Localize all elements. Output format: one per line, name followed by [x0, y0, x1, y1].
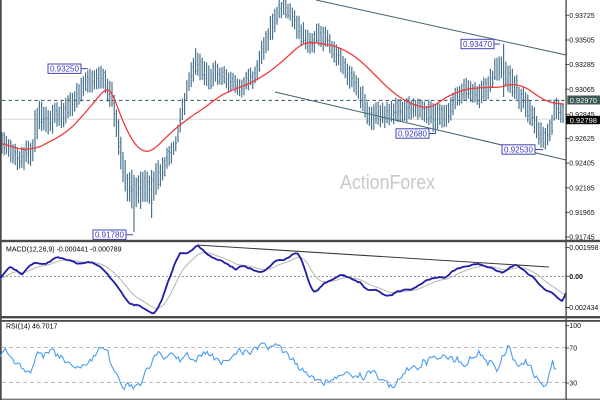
svg-text:0.92798: 0.92798 — [570, 116, 597, 125]
svg-text:MACD(12,26,9) -0.000441 -0.000: MACD(12,26,9) -0.000441 -0.000789 — [6, 247, 122, 254]
svg-text:RSI(14) 46.7017: RSI(14) 46.7017 — [6, 324, 57, 331]
svg-text:70: 70 — [569, 346, 577, 353]
svg-text:0.91780: 0.91780 — [95, 231, 124, 240]
svg-text:0.001998: 0.001998 — [569, 245, 598, 252]
svg-text:0.92185: 0.92185 — [569, 185, 594, 192]
svg-text:0.93470: 0.93470 — [463, 40, 492, 49]
svg-text:0.92530: 0.92530 — [504, 145, 533, 154]
svg-text:ActionForex: ActionForex — [340, 172, 435, 194]
svg-text:0.93505: 0.93505 — [569, 38, 594, 45]
svg-text:0.93065: 0.93065 — [569, 87, 594, 94]
svg-text:100: 100 — [569, 323, 581, 330]
svg-text:-0.002434: -0.002434 — [567, 305, 599, 312]
svg-text:0.92625: 0.92625 — [569, 136, 594, 143]
svg-text:0.93725: 0.93725 — [569, 13, 594, 20]
svg-text:0.92680: 0.92680 — [398, 129, 427, 138]
svg-text:0.91965: 0.91965 — [569, 210, 594, 217]
svg-text:0.92970: 0.92970 — [570, 96, 597, 105]
svg-text:0.91745: 0.91745 — [569, 235, 594, 242]
svg-text:0.92405: 0.92405 — [569, 161, 594, 168]
svg-text:0.93285: 0.93285 — [569, 62, 594, 69]
svg-text:0.93250: 0.93250 — [50, 65, 79, 74]
svg-text:0.00: 0.00 — [569, 274, 583, 281]
svg-text:30: 30 — [569, 381, 577, 388]
svg-text:0.92845: 0.92845 — [569, 112, 594, 119]
